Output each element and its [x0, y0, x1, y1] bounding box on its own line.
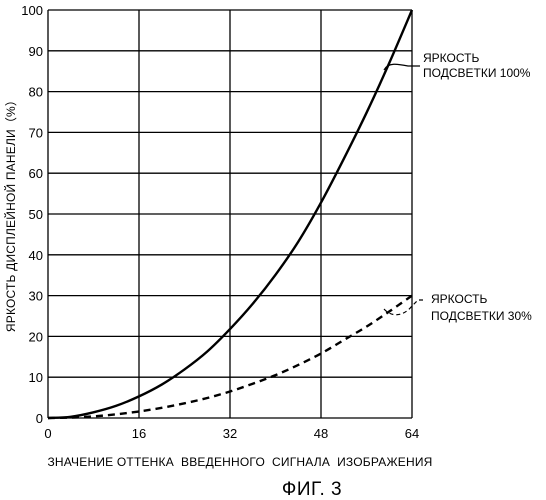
leader-line-backlight-100	[384, 64, 420, 70]
x-tick-label-48: 48	[314, 426, 328, 441]
tick-labels: 0 10 20 30 40 50 60 70 80 90 100 0 16 32 48 64	[21, 3, 419, 441]
y-tick-label-90: 90	[29, 44, 43, 59]
grid	[48, 10, 412, 418]
y-tick-label-10: 10	[29, 370, 43, 385]
y-tick-label-50: 50	[29, 207, 43, 222]
annotation-backlight-100-line2: ПОДСВЕТКИ 100%	[423, 66, 531, 80]
y-tick-label-40: 40	[29, 248, 43, 263]
annotation-backlight-30-line2: ПОДСВЕТКИ 30%	[431, 309, 532, 323]
x-tick-label-0: 0	[44, 426, 51, 441]
x-tick-label-32: 32	[223, 426, 237, 441]
leader-line-backlight-30	[384, 300, 426, 315]
y-axis-label: ЯРКОСТЬ ДИСПЛЕЙНОЙ ПАНЕЛИ（%）	[3, 94, 18, 332]
x-tick-label-16: 16	[132, 426, 146, 441]
y-tick-label-80: 80	[29, 85, 43, 100]
y-tick-label-20: 20	[29, 329, 43, 344]
x-axis-label: ЗНАЧЕНИЕ ОТТЕНКА ВВЕДЕННОГО СИГНАЛА ИЗОБ…	[47, 455, 432, 469]
annotation-backlight-30-line1: ЯРКОСТЬ	[431, 292, 487, 306]
y-tick-label-100: 100	[21, 3, 43, 18]
x-tick-label-64: 64	[405, 426, 419, 441]
y-tick-label-30: 30	[29, 289, 43, 304]
y-tick-label-0: 0	[36, 411, 43, 426]
y-tick-label-70: 70	[29, 125, 43, 140]
y-tick-label-60: 60	[29, 166, 43, 181]
figure-label: ФИГ. 3	[282, 479, 342, 500]
annotation-backlight-100-line1: ЯРКОСТЬ	[423, 51, 479, 65]
